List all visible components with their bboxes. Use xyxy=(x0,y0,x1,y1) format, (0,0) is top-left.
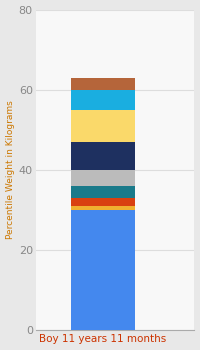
Bar xyxy=(71,198,135,206)
Bar xyxy=(71,142,135,170)
Bar xyxy=(71,206,135,210)
Y-axis label: Percentile Weight in Kilograms: Percentile Weight in Kilograms xyxy=(6,100,15,239)
Bar xyxy=(71,78,135,90)
Bar xyxy=(71,110,135,142)
Bar xyxy=(71,90,135,110)
Bar xyxy=(71,170,135,186)
Bar xyxy=(71,210,135,330)
Bar xyxy=(71,186,135,198)
